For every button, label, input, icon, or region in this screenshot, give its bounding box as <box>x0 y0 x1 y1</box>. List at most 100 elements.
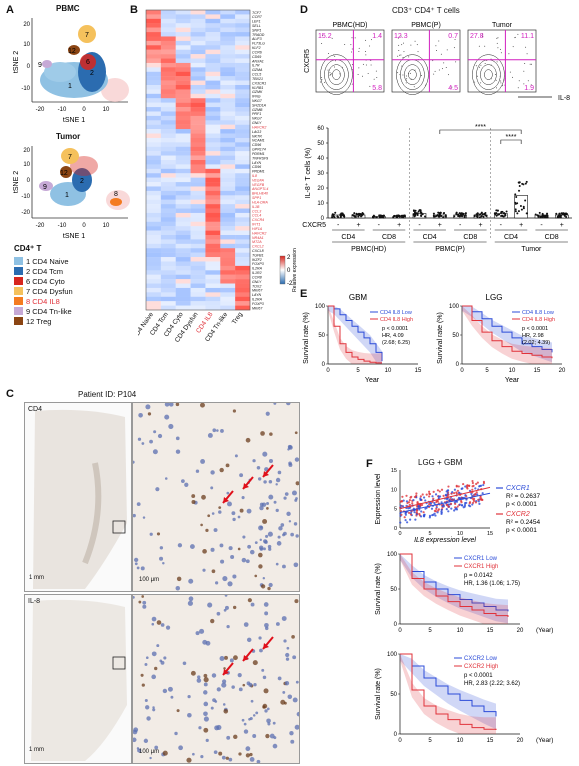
heatmap-gene-label: NCAM1 <box>252 139 265 143</box>
ihc-cell <box>250 699 254 703</box>
ihc-cell <box>262 518 268 524</box>
heatmap-cell <box>175 248 191 253</box>
scatter-point <box>454 508 457 511</box>
ihc-cell <box>156 620 162 625</box>
heatmap-cell <box>175 261 191 267</box>
heatmap-cell <box>160 243 176 249</box>
heatmap-cell <box>190 142 206 147</box>
flow-event <box>369 85 371 87</box>
bar-point <box>518 184 521 187</box>
heatmap-gene-label: IL1B <box>252 205 260 209</box>
heatmap-cell <box>235 27 251 33</box>
tsne-pbmc-ytick: 10 <box>23 42 30 48</box>
ihc-cell <box>263 602 269 607</box>
heatmap-cell <box>146 230 162 236</box>
heatmap-cell <box>205 261 221 267</box>
heatmap-cell <box>220 142 236 147</box>
heatmap-cell <box>190 287 206 293</box>
flow-event <box>500 52 502 54</box>
ihc-cell <box>164 477 168 480</box>
heatmap-cell <box>220 40 236 46</box>
ihc-cell <box>142 604 147 609</box>
heatmap-gene-label: IL1R2 <box>252 271 262 275</box>
scatter-point <box>475 482 478 486</box>
flow-event <box>476 75 478 77</box>
heatmap-cell <box>160 89 176 95</box>
scatter-point <box>471 479 474 483</box>
heatmap-cell <box>175 265 191 271</box>
ihc-arrowhead <box>263 471 269 477</box>
scatter-point <box>419 515 423 518</box>
heatmap-cell <box>235 168 251 174</box>
flow-event <box>480 82 482 84</box>
heatmap-cell <box>160 14 176 20</box>
ihc-cell <box>228 757 233 762</box>
flow-event <box>358 67 360 69</box>
ihc-cell <box>273 500 277 504</box>
scatter-point <box>415 513 418 516</box>
ihc-cell <box>218 510 222 514</box>
heatmap-cell <box>175 230 191 236</box>
scatter-point <box>452 492 456 495</box>
scatter-point <box>481 492 484 495</box>
bar-point <box>412 209 415 212</box>
ihc-cell <box>263 547 266 551</box>
km-ytick-label: 50 <box>390 692 397 698</box>
flow-event <box>400 35 402 37</box>
ihc-cell <box>241 718 245 722</box>
flow-event <box>402 42 404 44</box>
bar-point <box>461 215 464 218</box>
heatmap-cell <box>146 58 162 64</box>
km-xtick-label: 15 <box>487 628 494 634</box>
heatmap-cell <box>146 10 162 15</box>
ihc-cell <box>285 657 290 661</box>
heatmap-cell <box>175 168 191 174</box>
scatter-point <box>445 508 448 511</box>
km-xtick-label: 0 <box>398 628 402 634</box>
ihc-cell <box>219 656 225 662</box>
ihc-cell <box>293 522 298 526</box>
heatmap-cell <box>146 32 162 37</box>
heatmap-cell <box>220 10 236 15</box>
heatmap-cell <box>220 14 236 20</box>
heatmap-cell <box>160 129 176 134</box>
scatter-point <box>434 510 438 513</box>
ihc-cell <box>201 494 206 500</box>
heatmap-cell <box>235 190 251 196</box>
ihc-cell <box>207 514 211 518</box>
bar-point <box>396 214 399 217</box>
heatmap-cell <box>146 283 162 289</box>
tsne-pbmc-xtick: -20 <box>36 107 45 113</box>
flow-event <box>400 54 402 56</box>
scatter-point <box>453 509 456 512</box>
flow-event <box>451 86 453 88</box>
km-xtick-label: 15 <box>534 368 541 374</box>
cluster-legend-item: 12 Treg <box>14 316 124 326</box>
heatmap-cell <box>235 261 251 267</box>
scatter-point <box>474 501 478 504</box>
ihc-cell <box>203 711 208 717</box>
ihc-cell <box>292 697 298 703</box>
ihc-cell <box>275 483 278 486</box>
scatter-point <box>403 516 406 519</box>
bar-point <box>483 212 486 215</box>
heatmap-cell <box>235 186 251 192</box>
ihc-cell <box>160 623 165 627</box>
bar-point <box>456 213 459 216</box>
heatmap-cell <box>205 58 221 64</box>
heatmap-cell <box>160 107 176 112</box>
heatmap-cell <box>190 270 206 275</box>
ihc-cell <box>266 507 269 510</box>
heatmap-cell <box>146 261 162 267</box>
ihc-cell <box>133 729 138 735</box>
flow-event <box>358 51 360 53</box>
ihc-cell <box>163 656 167 660</box>
flow-quadrant-ur: 0.7 <box>448 33 458 40</box>
ihc-cell <box>265 733 270 739</box>
ihc-cell <box>275 477 281 483</box>
heatmap-cell <box>235 93 251 99</box>
heatmap-gene-label: FOXP3 <box>252 302 264 306</box>
flow-event <box>497 37 499 39</box>
heatmap-cell <box>235 217 251 222</box>
cxcr2-name: CXCR2 <box>506 511 530 518</box>
